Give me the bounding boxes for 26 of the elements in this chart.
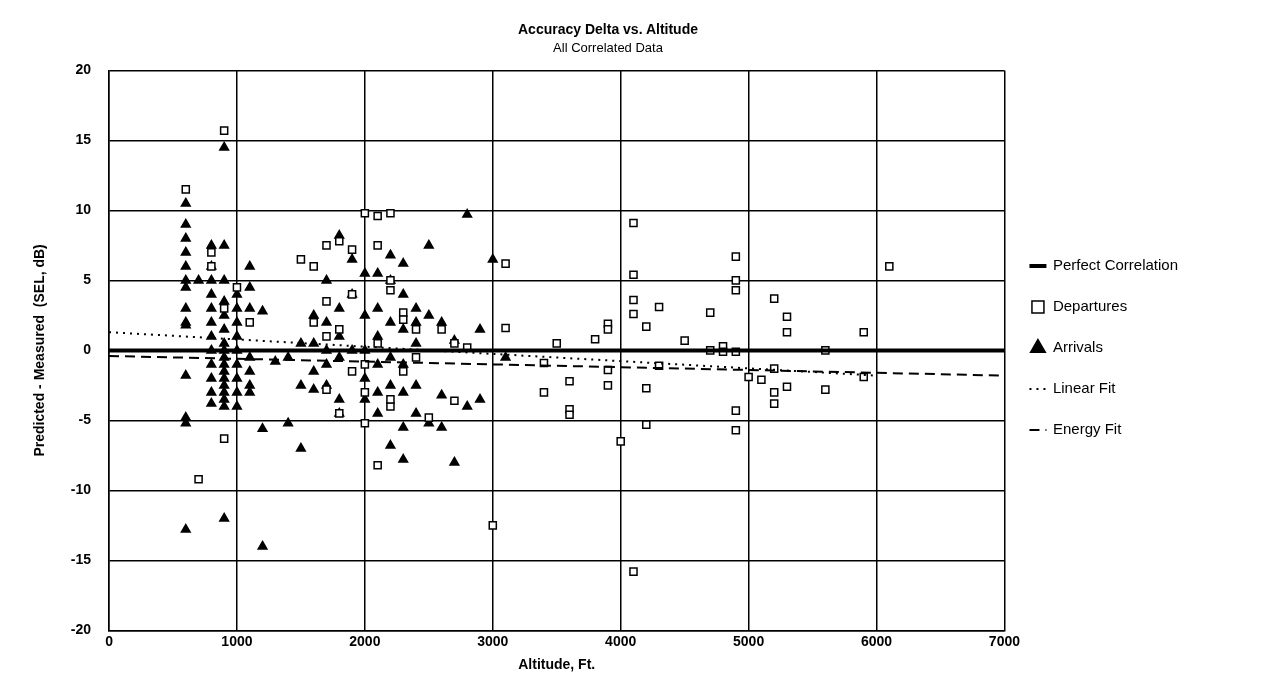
x-tick-label: 4000 [605, 632, 637, 649]
x-tick-label: 2000 [349, 632, 381, 649]
x-tick-label: 6000 [860, 632, 893, 649]
legend-label: Energy Fit [1052, 420, 1123, 438]
y-tick-label: -20 [70, 621, 92, 638]
y-tick-label: -10 [70, 481, 92, 498]
y-tick-label: 20 [75, 61, 92, 78]
y-tick-label: 5 [83, 271, 92, 288]
chart-title: Accuracy Delta vs. Altitude [518, 21, 699, 38]
legend-label: Linear Fit [1052, 379, 1117, 397]
y-tick-label: -5 [78, 411, 92, 428]
x-tick-label: 5000 [733, 632, 765, 649]
legend-label: Departures [1052, 297, 1128, 315]
x-axis-title: Altitude, Ft. [518, 656, 596, 673]
y-tick-label: 0 [83, 341, 92, 358]
y-tick-label: 15 [75, 131, 92, 148]
y-tick-label: -15 [70, 551, 92, 568]
y-tick-label: 10 [75, 201, 92, 218]
y-axis-title: Predicted - Measured (SEL, dB) [31, 244, 48, 457]
x-tick-label: 3000 [477, 632, 509, 649]
legend-label: Perfect Correlation [1052, 256, 1179, 274]
x-tick-label: 0 [105, 632, 114, 649]
x-tick-label: 7000 [988, 632, 1021, 649]
x-tick-label: 1000 [221, 632, 253, 649]
legend-label: Arrivals [1052, 338, 1103, 356]
chart-subtitle: All Correlated Data [553, 40, 664, 56]
